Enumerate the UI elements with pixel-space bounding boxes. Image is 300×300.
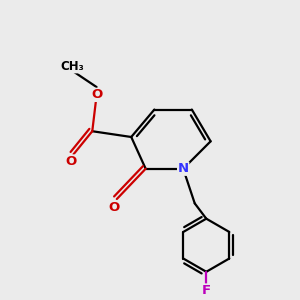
Text: CH₃: CH₃	[60, 60, 84, 73]
Text: O: O	[65, 155, 76, 168]
Text: N: N	[178, 162, 189, 175]
Text: F: F	[202, 284, 211, 297]
Text: O: O	[91, 88, 102, 101]
Text: O: O	[108, 201, 119, 214]
